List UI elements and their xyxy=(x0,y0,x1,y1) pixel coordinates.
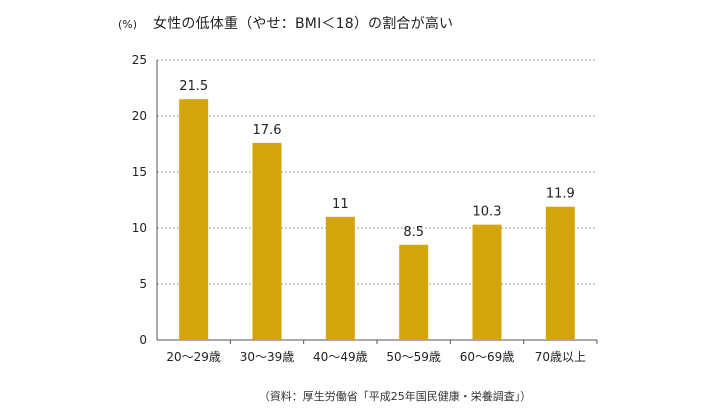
bar-6 xyxy=(545,206,575,340)
y-tick-label-25: 25 xyxy=(132,53,147,67)
source-note: （資料：厚生労働省「平成25年国民健康・栄養調査」） xyxy=(258,390,532,403)
labels: 0 5 10 15 20 25 21.5 20〜29歳 17.6 30〜39歳 11 40〜49歳 8.… xyxy=(132,53,586,364)
bar-1 xyxy=(179,99,209,340)
x-category-label-5: 60〜69歳 xyxy=(460,350,515,364)
y-tick-label-0: 0 xyxy=(139,333,147,347)
chart-title: 女性の低体重（やせ：BMI＜18）の割合が高い xyxy=(153,16,454,32)
gridlines xyxy=(157,59,597,285)
data-label-4: 8.5 xyxy=(403,225,424,240)
bar-2 xyxy=(252,142,282,340)
bar-5 xyxy=(472,224,502,340)
data-label-6: 11.9 xyxy=(546,187,575,202)
y-axis-unit-label: (%) xyxy=(118,18,138,31)
y-tick-label-20: 20 xyxy=(132,109,147,123)
x-category-label-6: 70歳以上 xyxy=(535,350,586,364)
data-label-5: 10.3 xyxy=(473,205,502,220)
y-tick-label-10: 10 xyxy=(132,221,147,235)
x-category-label-4: 50〜59歳 xyxy=(386,350,441,364)
x-category-label-3: 40〜49歳 xyxy=(313,350,368,364)
bar-3 xyxy=(325,216,355,340)
bars xyxy=(179,99,575,340)
axes xyxy=(156,60,598,344)
x-category-label-1: 20〜29歳 xyxy=(166,350,221,364)
y-tick-label-5: 5 xyxy=(139,277,147,291)
data-label-2: 17.6 xyxy=(253,123,282,138)
bar-4 xyxy=(399,244,429,340)
y-tick-label-15: 15 xyxy=(132,165,147,179)
x-category-label-2: 30〜39歳 xyxy=(240,350,295,364)
data-label-1: 21.5 xyxy=(179,79,208,94)
data-label-3: 11 xyxy=(332,197,349,212)
